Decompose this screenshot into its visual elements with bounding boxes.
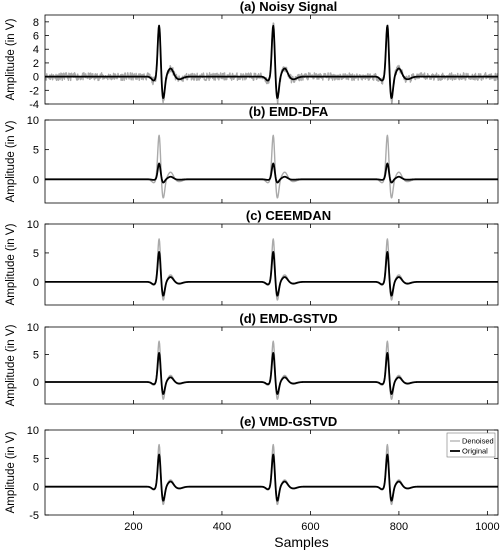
y-tick-label: -4: [29, 99, 39, 111]
x-tick-label: 400: [213, 521, 231, 533]
x-tick-label: 800: [390, 521, 408, 533]
panel-title: (c) CEEMDAN: [246, 208, 331, 223]
y-tick-label: -5: [29, 510, 39, 522]
axes-frame: [44, 326, 499, 405]
panel-5: (e) VMD-GSTVD -5 0 5 10 Amplitude (in V): [5, 414, 499, 522]
y-tick-label: 5: [33, 145, 39, 157]
y-tick-label: 5: [33, 453, 39, 465]
y-tick-label: 10: [27, 115, 39, 127]
y-tick-label: -2: [29, 85, 39, 97]
panel-4: (d) EMD-GSTVD 0 5 10 Amplitude (in V): [5, 311, 499, 406]
legend-label-original: Original: [462, 447, 488, 456]
y-tick-label: 0: [33, 277, 39, 289]
y-tick-label: 10: [27, 219, 39, 231]
series-line-original: [45, 24, 498, 99]
y-tick-label: 8: [33, 17, 39, 29]
y-tick-label: 2: [33, 58, 39, 70]
y-tick-label: 10: [27, 425, 39, 437]
x-tick-label: 600: [301, 521, 319, 533]
series-line-original: [45, 251, 498, 297]
legend-box: [446, 432, 496, 458]
y-tick-label: 4: [33, 44, 39, 56]
y-axis-label: Amplitude (in V): [5, 120, 17, 202]
axes-frame: [44, 223, 499, 306]
panel-title: (a) Noisy Signal: [240, 0, 338, 14]
y-tick-label: 0: [33, 482, 39, 494]
series-line-original: [45, 162, 498, 184]
legend-label-denoised: Denoised: [462, 437, 494, 446]
y-tick-label: 0: [33, 72, 39, 84]
x-tick-label: 1000: [475, 521, 499, 533]
y-tick-label: 0: [33, 377, 39, 389]
panel-title: (b) EMD-DFA: [249, 104, 329, 119]
series-line-original: [45, 453, 498, 502]
y-tick-label: 6: [33, 31, 39, 43]
y-axis-label: Amplitude (in V): [5, 431, 17, 513]
panel-2: (b) EMD-DFA 0 5 10 Amplitude (in V): [5, 104, 499, 204]
axes-frame: [44, 119, 499, 204]
y-tick-label: 10: [27, 322, 39, 334]
y-axis-label: Amplitude (in V): [5, 223, 17, 305]
panel-title: (e) VMD-GSTVD: [240, 414, 338, 429]
panel-1: (a) Noisy Signal -4 -20 2 46 8 Amplitude (in V…: [5, 0, 499, 111]
y-tick-label: 5: [33, 350, 39, 362]
axes-frame: [44, 14, 499, 105]
y-tick-label: 5: [33, 248, 39, 260]
series-line-original: [45, 352, 498, 395]
y-axis-label: Amplitude (in V): [5, 18, 17, 100]
y-axis-label: Amplitude (in V): [5, 324, 17, 406]
panel-3: (c) CEEMDAN 0 5 10 Amplitude (in V): [5, 208, 499, 306]
x-axis-label: Samples: [274, 534, 328, 550]
axes-frame: [44, 429, 499, 516]
panel-title: (d) EMD-GSTVD: [239, 311, 337, 326]
x-tick-label: 200: [124, 521, 142, 533]
y-tick-label: 0: [33, 174, 39, 186]
